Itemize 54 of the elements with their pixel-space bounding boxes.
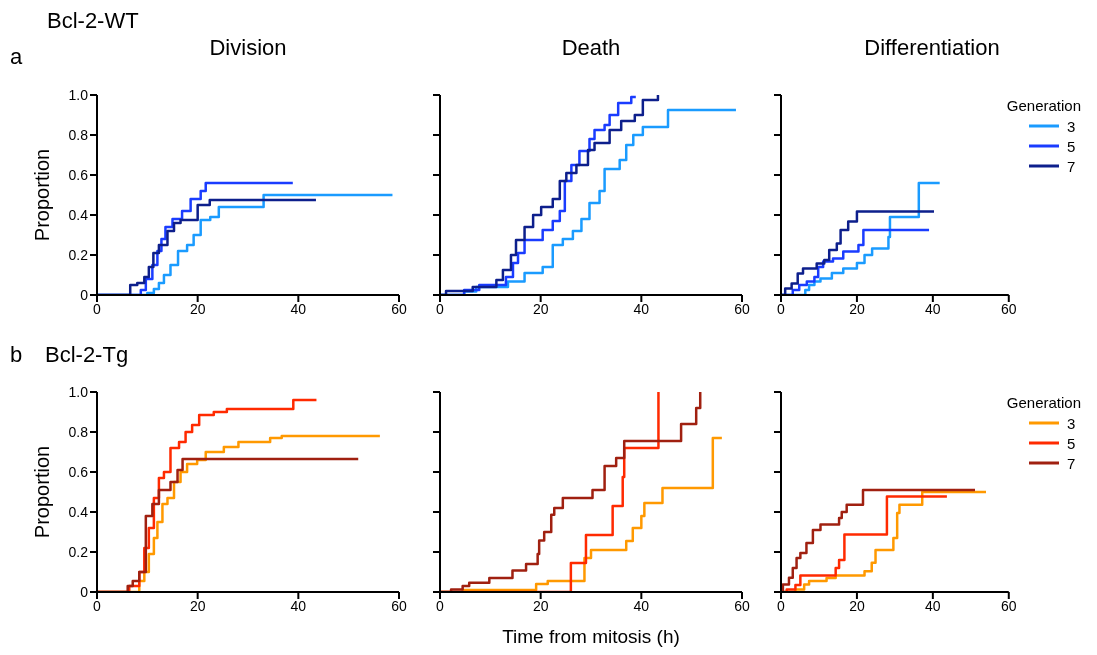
x-tick-label: 0 — [777, 597, 786, 614]
y-tick-label: 0.8 — [68, 126, 89, 143]
y-tick-label: 0 — [80, 583, 89, 600]
legend-label: 3 — [1067, 117, 1077, 135]
x-tick-label: 60 — [391, 597, 407, 614]
legend-label: 5 — [1067, 137, 1077, 155]
x-tick-label: 0 — [436, 597, 445, 614]
x-tick-label: 20 — [189, 597, 206, 614]
x-tick-label: 0 — [777, 300, 786, 317]
chart-title: Death — [560, 35, 622, 61]
legend-title: Generation — [1006, 394, 1081, 411]
chart-title: Differentiation — [863, 35, 1001, 61]
x-tick-label: 60 — [734, 597, 750, 614]
x-tick-label: 40 — [925, 300, 941, 317]
x-tick-label: 0 — [93, 597, 102, 614]
y-tick-label: 0 — [80, 286, 89, 303]
legend-title: Generation — [1006, 97, 1081, 114]
text: b — [10, 342, 23, 368]
y-tick-label: 0.6 — [68, 463, 89, 480]
x-tick-label: 20 — [849, 300, 865, 317]
x-tick-label: 20 — [532, 597, 549, 614]
y-axis-title: Proportion — [31, 445, 54, 539]
y-tick-label: 1.0 — [68, 86, 89, 103]
text: Bcl-2-WT — [47, 8, 139, 34]
x-tick-label: 60 — [391, 300, 407, 317]
x-tick-label: 40 — [290, 300, 307, 317]
x-tick-label: 40 — [633, 597, 650, 614]
x-axis-title: Time from mitosis (h) — [502, 626, 680, 647]
x-tick-label: 20 — [189, 300, 206, 317]
y-tick-label: 0.6 — [68, 166, 89, 183]
y-tick-label: 0.4 — [68, 503, 89, 520]
y-axis-title: Proportion — [31, 148, 54, 242]
y-tick-label: 1.0 — [68, 383, 89, 400]
y-tick-label: 0.4 — [68, 206, 89, 223]
chart-title: Division — [208, 35, 288, 61]
x-tick-label: 60 — [1000, 597, 1017, 614]
x-tick-label: 40 — [633, 300, 650, 317]
text: Bcl-2-Tg — [45, 342, 129, 368]
x-tick-label: 0 — [93, 300, 102, 317]
y-tick-label: 0.2 — [68, 246, 89, 263]
legend-label: 7 — [1067, 454, 1077, 472]
x-tick-label: 0 — [436, 300, 445, 317]
legend-label: 3 — [1067, 414, 1077, 432]
x-tick-label: 40 — [290, 597, 307, 614]
legend-label: 7 — [1067, 157, 1077, 175]
x-tick-label: 60 — [1000, 300, 1017, 317]
x-tick-label: 20 — [532, 300, 549, 317]
x-tick-label: 60 — [734, 300, 750, 317]
text: a — [10, 44, 23, 70]
x-tick-label: 40 — [925, 597, 941, 614]
legend-label: 5 — [1067, 434, 1077, 452]
x-tick-label: 20 — [849, 597, 865, 614]
y-tick-label: 0.8 — [68, 423, 89, 440]
y-tick-label: 0.2 — [68, 543, 89, 560]
